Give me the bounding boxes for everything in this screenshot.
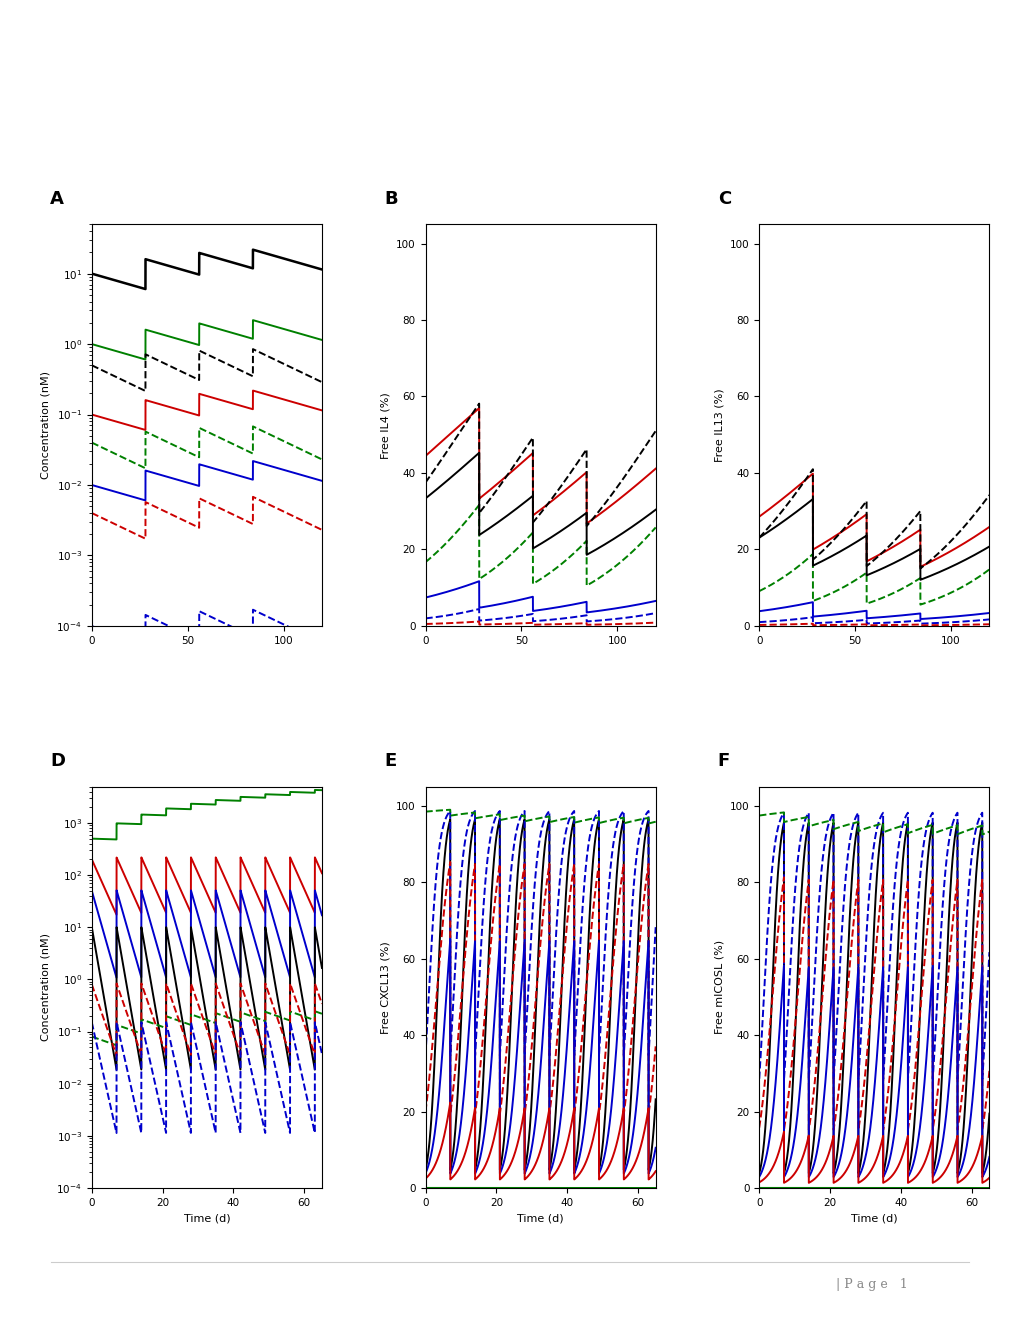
Y-axis label: Free mICOSL (%): Free mICOSL (%) [713,940,723,1035]
Y-axis label: Concentration (nM): Concentration (nM) [41,371,51,479]
Text: C: C [717,190,731,209]
Text: E: E [384,752,396,771]
Text: D: D [50,752,65,771]
Y-axis label: Free CXCL13 (%): Free CXCL13 (%) [380,941,390,1034]
X-axis label: Time (d): Time (d) [517,1213,564,1224]
X-axis label: Time (d): Time (d) [183,1213,230,1224]
Text: F: F [717,752,730,771]
Y-axis label: Free IL13 (%): Free IL13 (%) [713,388,723,462]
Y-axis label: Free IL4 (%): Free IL4 (%) [380,392,390,458]
Text: B: B [384,190,397,209]
Y-axis label: Concentration (nM): Concentration (nM) [41,933,51,1041]
X-axis label: Time (d): Time (d) [850,1213,897,1224]
Text: | P a g e   1: | P a g e 1 [836,1278,907,1291]
Text: A: A [50,190,64,209]
